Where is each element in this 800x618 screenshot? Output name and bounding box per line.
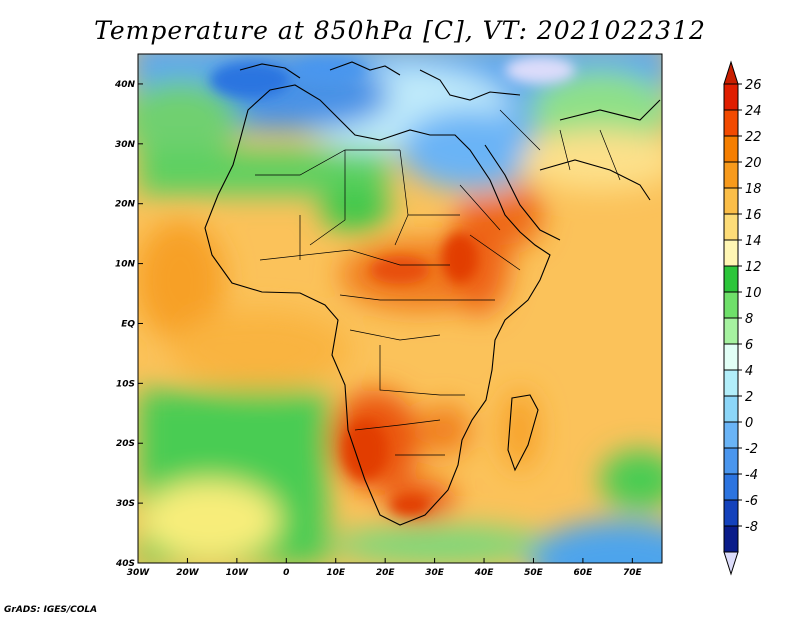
latitude-axis: 40N 30N 20N 10N EQ 10S 20S 30S 40S [114, 80, 143, 569]
lat-tick-label: 20S [116, 439, 135, 449]
colorbar-label: 0 [745, 416, 753, 431]
map-title: Temperature at 850hPa [C], VT: 202102231… [94, 16, 706, 45]
map-frame [137, 53, 663, 564]
colorbar-segment [723, 161, 739, 189]
colorbar-segment [723, 109, 739, 137]
colorbar-label: -4 [745, 468, 758, 483]
colorbar-label: 2 [745, 390, 753, 405]
colorbar-segment [723, 213, 739, 241]
colorbar-label: 16 [745, 208, 762, 223]
colorbar-segment [723, 343, 739, 371]
colorbar-label: 18 [745, 182, 762, 197]
lat-tick-label: 30S [116, 499, 135, 509]
colorbar-label: -8 [745, 520, 758, 535]
lat-tick-label: EQ [121, 319, 135, 329]
colorbar-segment [723, 265, 739, 293]
colorbar-segment [723, 525, 739, 553]
colorbar-label: 6 [745, 338, 753, 353]
colorbar-label: 24 [745, 104, 762, 119]
colorbar-segment [723, 135, 739, 163]
colorbar-segment [723, 291, 739, 319]
colorbar-segment [723, 473, 739, 501]
grads-credit: GrADS: IGES/COLA [4, 605, 98, 615]
colorbar-label: 12 [745, 260, 762, 275]
colorbar-label: 8 [745, 312, 753, 327]
colorbar-bottom-arrow [723, 551, 739, 576]
colorbar-segment [723, 187, 739, 215]
lat-tick-label: 10S [116, 379, 135, 389]
lon-tick-label: 70E [623, 568, 643, 578]
lon-tick-label: 0 [283, 568, 289, 578]
lat-tick-label: 40N [114, 80, 136, 90]
colorbar-label: -6 [745, 494, 758, 509]
lon-tick-label: 30W [127, 568, 151, 578]
colorbar-segment [723, 317, 739, 345]
colorbar-label: 26 [745, 78, 762, 93]
colorbar-label: -2 [745, 442, 758, 457]
colorbar-segment [723, 83, 739, 111]
colorbar-label: 20 [745, 156, 762, 171]
colorbar-label: 22 [745, 130, 762, 145]
colorbar-segment [723, 395, 739, 423]
colorbar-top-arrow [723, 60, 739, 85]
lon-tick-label: 40E [474, 568, 495, 578]
lat-tick-label: 10N [115, 260, 136, 270]
colorbar-label: 14 [745, 234, 762, 249]
colorbar-segment [723, 239, 739, 267]
colorbar-segment [723, 421, 739, 449]
colorbar-segment [723, 499, 739, 527]
lon-tick-label: 20W [176, 568, 200, 578]
lat-tick-label: 20N [115, 200, 136, 210]
colorbar-segment [723, 447, 739, 475]
lon-tick-label: 10E [326, 568, 346, 578]
temperature-field [138, 54, 662, 563]
longitude-axis: 30W 20W 10W 0 10E 20E 30E 40E 50E 60E 70E [127, 558, 643, 578]
lon-tick-label: 30E [425, 568, 445, 578]
colorbar-segment [723, 369, 739, 397]
lon-tick-label: 60E [574, 568, 594, 578]
lat-tick-label: 40S [115, 559, 135, 569]
lat-tick-label: 30N [115, 140, 136, 150]
lon-tick-label: 20E [376, 568, 396, 578]
lon-tick-label: 50E [524, 568, 544, 578]
colorbar-label: 4 [745, 364, 753, 379]
lon-tick-label: 10W [226, 568, 250, 578]
country-borders [255, 109, 621, 456]
coastline [204, 61, 661, 526]
colorbar-label: 10 [745, 286, 762, 301]
